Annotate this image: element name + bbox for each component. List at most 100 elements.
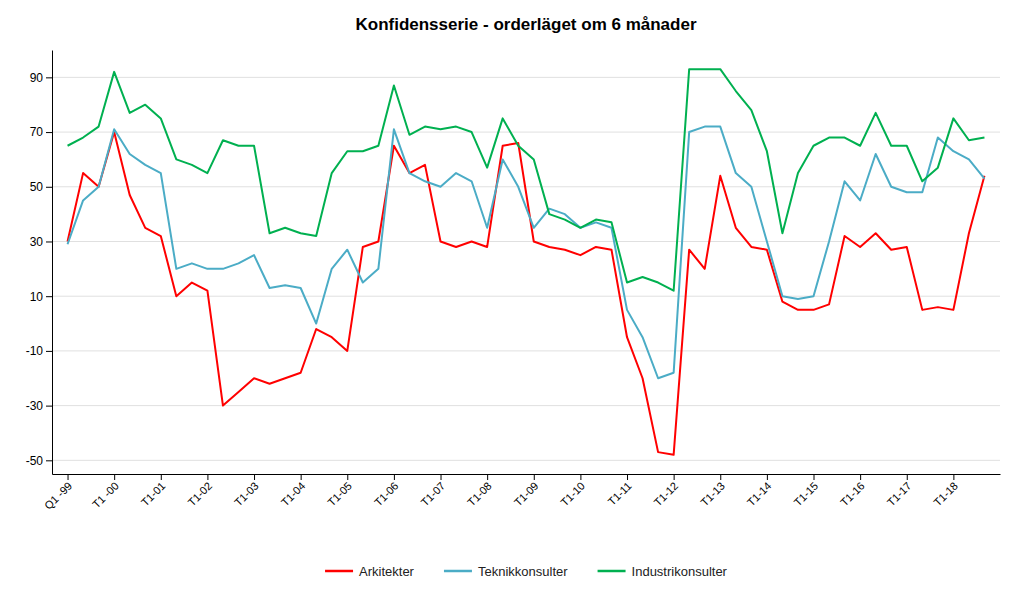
legend-item: Industrikonsulter xyxy=(598,564,728,579)
tick-label: 30 xyxy=(30,235,44,249)
tick-label: T1-09 xyxy=(512,480,541,509)
tick: T1-18 xyxy=(931,474,960,508)
tick-label: T1-04 xyxy=(279,480,308,509)
grid-line xyxy=(52,460,1000,461)
tick-label: -30 xyxy=(26,399,44,413)
tick: 70 xyxy=(30,125,52,139)
axis-line xyxy=(52,51,53,475)
legend-swatch xyxy=(444,570,472,573)
tick-label: T1-01 xyxy=(139,480,168,509)
tick-mark xyxy=(207,474,208,480)
tick-mark xyxy=(674,474,675,480)
tick-label: T1-17 xyxy=(885,480,914,509)
tick-label: T1 -00 xyxy=(90,480,121,511)
tick: T1-17 xyxy=(885,474,914,508)
tick-label: 90 xyxy=(30,71,44,85)
grid-line xyxy=(52,77,1000,78)
series-line xyxy=(68,69,985,291)
grid-line xyxy=(52,132,1000,133)
tick-mark xyxy=(46,351,52,352)
series-line xyxy=(68,127,985,379)
tick: T1-15 xyxy=(791,474,820,508)
lines xyxy=(68,69,985,455)
tick-label: T1-12 xyxy=(652,480,681,509)
tick-label: T1-06 xyxy=(372,480,401,509)
legend-label: Industrikonsulter xyxy=(632,564,728,579)
tick-mark xyxy=(580,474,581,480)
grid-line xyxy=(52,241,1000,242)
tick-label: T1-10 xyxy=(558,480,587,509)
x-axis: Q1 -99 T1 -00 T1-01 T1-02 T1-03 T1-04 T1-05 T1-… xyxy=(42,474,1001,512)
tick-mark xyxy=(441,474,442,480)
tick-mark xyxy=(394,474,395,480)
plot-area: -50-30-101030507090Q1 -99T1 -00T1-01T1-0… xyxy=(26,51,1001,512)
tick: T1-01 xyxy=(139,474,168,508)
tick-label: T1-05 xyxy=(325,480,354,509)
tick: 50 xyxy=(30,180,52,194)
tick: T1-16 xyxy=(838,474,867,508)
tick-mark xyxy=(161,474,162,480)
y-axis: -50-30-101030507090 xyxy=(26,51,53,475)
tick-mark xyxy=(907,474,908,480)
tick-label: -10 xyxy=(26,344,44,358)
tick: -10 xyxy=(26,344,52,358)
tick-label: T1-11 xyxy=(606,480,634,508)
tick-label: Q1 -99 xyxy=(42,480,74,512)
legend: Arkitekter Teknikkonsulter Industrikonsult… xyxy=(325,564,728,579)
tick-mark xyxy=(46,187,52,188)
tick-mark xyxy=(46,296,52,297)
tick-label: T1-18 xyxy=(931,480,960,509)
grid xyxy=(52,77,1000,460)
tick-mark xyxy=(720,474,721,480)
tick-mark xyxy=(46,460,52,461)
tick: T1-08 xyxy=(465,474,494,508)
tick-mark xyxy=(627,474,628,480)
tick-mark xyxy=(114,474,115,480)
tick: -30 xyxy=(26,399,52,413)
tick: T1-14 xyxy=(745,474,774,508)
tick: T1-04 xyxy=(279,474,308,508)
grid-line xyxy=(52,405,1000,406)
tick-label: T1-16 xyxy=(838,480,867,509)
legend-item: Teknikkonsulter xyxy=(444,564,568,579)
tick-mark xyxy=(254,474,255,480)
title: Konfidensserie - orderläget om 6 månader xyxy=(355,15,696,34)
tick-mark xyxy=(767,474,768,480)
tick-mark xyxy=(814,474,815,480)
axis-line xyxy=(53,474,1001,475)
tick: T1-11 xyxy=(606,474,634,508)
tick-mark xyxy=(347,474,348,480)
series-line xyxy=(68,132,985,455)
grid-line xyxy=(52,350,1000,351)
tick: T1-13 xyxy=(698,474,727,508)
tick-label: T1-07 xyxy=(418,480,447,509)
tick-label: T1-14 xyxy=(745,480,774,509)
legend-item: Arkitekter xyxy=(325,564,415,579)
legend-label: Arkitekter xyxy=(359,564,415,579)
tick-mark xyxy=(46,241,52,242)
tick: T1-07 xyxy=(418,474,447,508)
chart: -50-30-101030507090Q1 -99T1 -00T1-01T1-0… xyxy=(0,0,1024,589)
tick-mark xyxy=(68,474,69,480)
tick-label: T1-02 xyxy=(185,480,214,509)
tick: T1-10 xyxy=(558,474,587,508)
tick: T1-06 xyxy=(372,474,401,508)
tick-mark xyxy=(46,77,52,78)
tick: Q1 -99 xyxy=(42,474,74,512)
tick-mark xyxy=(46,406,52,407)
legend-swatch xyxy=(598,570,626,573)
tick-label: T1-15 xyxy=(791,480,820,509)
tick: 10 xyxy=(30,290,52,304)
tick-label: 70 xyxy=(30,125,44,139)
tick-label: T1-08 xyxy=(465,480,494,509)
legend-label: Teknikkonsulter xyxy=(478,564,568,579)
tick-label: 10 xyxy=(30,290,44,304)
tick-label: T1-13 xyxy=(698,480,727,509)
tick: T1-12 xyxy=(652,474,681,508)
tick: T1-02 xyxy=(185,474,214,508)
tick: T1-03 xyxy=(232,474,261,508)
tick-mark xyxy=(860,474,861,480)
tick-mark xyxy=(534,474,535,480)
tick-mark xyxy=(953,474,954,480)
tick: T1 -00 xyxy=(90,474,121,510)
